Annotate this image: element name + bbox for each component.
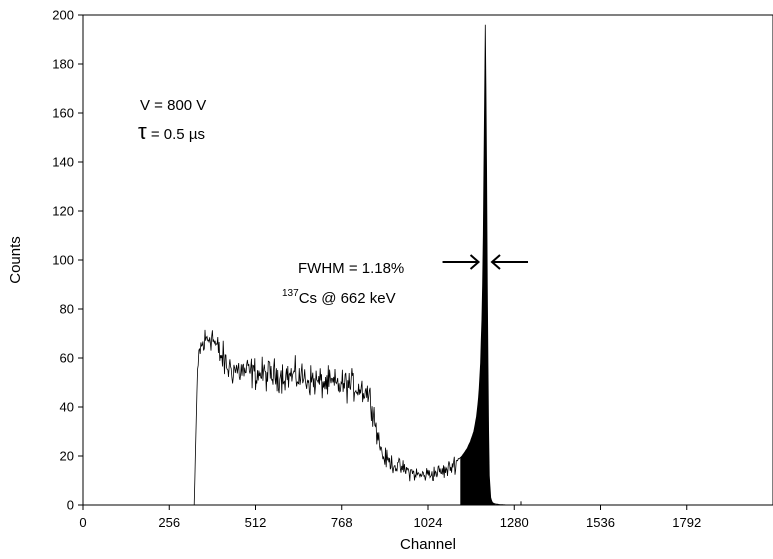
y-tick-label: 200 (52, 8, 74, 23)
isotope-annotation: 137Cs @ 662 keV (282, 288, 396, 307)
y-tick-label: 80 (60, 302, 74, 317)
y-tick-label: 40 (60, 400, 74, 415)
y-tick-label: 0 (67, 498, 74, 513)
y-tick-label: 140 (52, 155, 74, 170)
y-tick-label: 180 (52, 57, 74, 72)
photopeak-fill (460, 24, 496, 506)
shaping-time-value: = 0.5 µs (147, 126, 205, 143)
x-tick-label: 0 (79, 515, 86, 530)
fwhm-right-arrowhead (490, 254, 501, 270)
y-axis-title: Counts (7, 236, 24, 284)
spectrum-series (83, 24, 773, 506)
x-tick-label: 1536 (586, 515, 615, 530)
x-tick-label: 256 (158, 515, 180, 530)
spectrum-line (83, 24, 773, 506)
x-axis-ticks: 0 256 512 768 1024 1280 1536 1792 (79, 505, 701, 530)
x-tick-label: 768 (331, 515, 353, 530)
y-axis-ticks: 0 20 40 60 80 100 120 140 160 180 200 (52, 8, 83, 513)
y-tick-label: 60 (60, 351, 74, 366)
shaping-time-annotation: τ = 0.5 µs (138, 119, 205, 144)
isotope-mass-number: 137 (282, 288, 299, 299)
x-tick-label: 1024 (414, 515, 443, 530)
y-tick-label: 20 (60, 449, 74, 464)
x-axis-title: Channel (400, 536, 456, 553)
y-tick-label: 100 (52, 253, 74, 268)
y-tick-label: 120 (52, 204, 74, 219)
plot-frame (82, 14, 773, 506)
fwhm-arrows (442, 254, 529, 270)
fwhm-left-arrowhead (469, 254, 481, 270)
x-tick-label: 512 (245, 515, 267, 530)
voltage-annotation: V = 800 V (140, 97, 206, 114)
y-tick-label: 160 (52, 106, 74, 121)
x-tick-label: 1792 (672, 515, 701, 530)
fwhm-annotation: FWHM = 1.18% (298, 260, 404, 277)
x-tick-label: 1280 (500, 515, 529, 530)
isotope-line: Cs @ 662 keV (299, 290, 396, 307)
tau-symbol: τ (138, 119, 147, 144)
